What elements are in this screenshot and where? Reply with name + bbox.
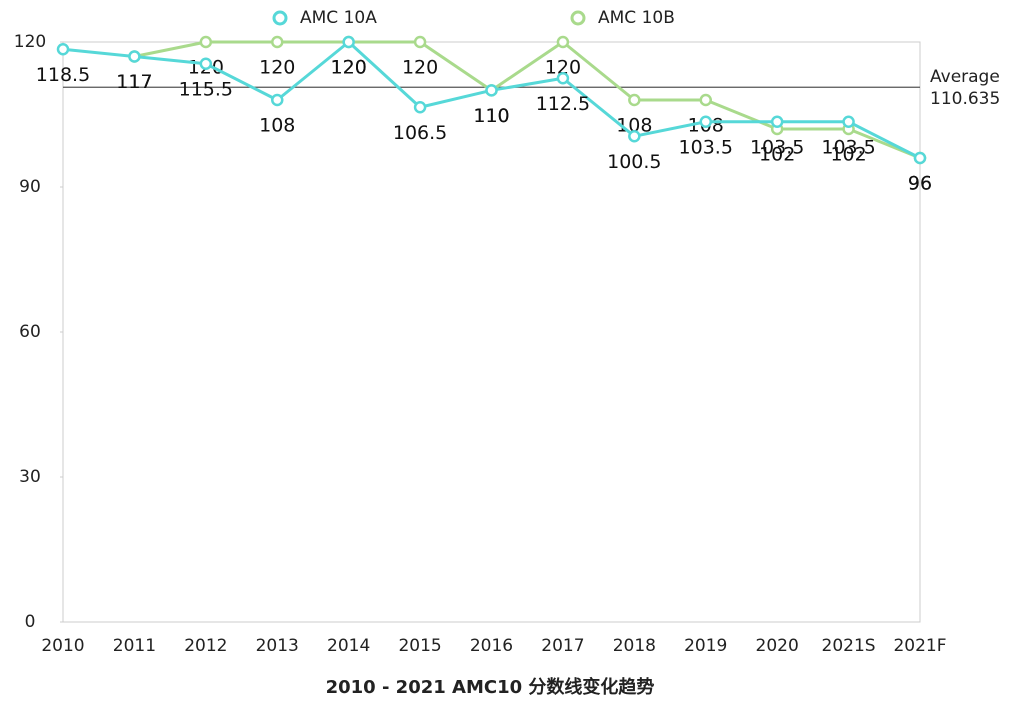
- value-label: 103.5: [679, 136, 733, 158]
- x-tick-label: 2017: [541, 636, 584, 656]
- y-tick-label: 30: [19, 467, 41, 487]
- value-label: 120: [331, 57, 367, 79]
- point: [485, 84, 498, 97]
- value-label: 103.5: [750, 136, 804, 158]
- point: [199, 35, 213, 49]
- value-label: 102: [759, 144, 795, 166]
- point: [342, 35, 355, 49]
- value-label: 117: [116, 71, 152, 93]
- y-tick-label: 90: [19, 177, 41, 197]
- value-label: 108: [259, 115, 295, 137]
- value-label: 110: [473, 105, 509, 127]
- x-tick-label: 2020: [756, 636, 799, 656]
- x-tick-label: 2019: [684, 636, 727, 656]
- average-label: Average: [930, 67, 1000, 87]
- value-label: 108: [616, 115, 652, 137]
- x-tick-label: 2010: [41, 636, 84, 656]
- value-label: 120: [331, 57, 367, 79]
- value-label: 103.5: [821, 136, 875, 158]
- x-tick-label: 2016: [470, 636, 513, 656]
- point: [128, 50, 141, 63]
- x-tick-label: 2013: [256, 636, 299, 656]
- value-label: 110: [473, 105, 509, 127]
- point: [699, 115, 712, 128]
- point: [628, 93, 641, 107]
- point: [413, 101, 427, 114]
- average-value: 110.635: [930, 89, 1000, 109]
- x-tick-label: 2021S: [822, 636, 876, 656]
- point: [699, 93, 712, 107]
- value-label: 120: [259, 57, 295, 79]
- series-line: [134, 40, 921, 160]
- x-tick-label: 2012: [184, 636, 227, 656]
- point: [271, 93, 284, 107]
- y-tick-label: 60: [19, 322, 41, 342]
- legend-label: AMC 10B: [598, 8, 675, 28]
- point: [770, 115, 784, 128]
- value-label: 120: [545, 57, 581, 79]
- x-tick-label: 2021F: [893, 636, 946, 656]
- value-label: 120: [402, 57, 438, 79]
- value-label: 96: [908, 173, 932, 195]
- x-tick-label: 2015: [398, 636, 441, 656]
- value-label: 117: [116, 71, 152, 93]
- point: [413, 35, 427, 49]
- value-label: 106.5: [393, 122, 447, 144]
- value-label: 115.5: [179, 78, 233, 100]
- point: [271, 35, 284, 49]
- x-tick-label: 2011: [113, 636, 156, 656]
- point: [628, 130, 641, 143]
- value-label: 100.5: [607, 151, 661, 173]
- point: [556, 72, 570, 85]
- legend-label: AMC 10A: [300, 8, 377, 28]
- value-label: 118.5: [36, 64, 90, 86]
- legend-marker: [272, 10, 288, 26]
- point: [56, 43, 70, 56]
- chart-title: 2010 - 2021 AMC10 分数线变化趋势: [326, 676, 655, 698]
- x-tick-label: 2018: [613, 636, 656, 656]
- y-tick-label: 120: [14, 32, 46, 52]
- value-label: 102: [830, 144, 866, 166]
- value-label: 112.5: [536, 93, 590, 115]
- point: [913, 151, 927, 165]
- point: [199, 57, 213, 70]
- point: [842, 115, 855, 128]
- legend-marker: [570, 10, 586, 26]
- x-tick-label: 2014: [327, 636, 370, 656]
- value-label: 96: [908, 173, 932, 195]
- y-tick-label: 0: [25, 612, 36, 632]
- point: [556, 35, 570, 49]
